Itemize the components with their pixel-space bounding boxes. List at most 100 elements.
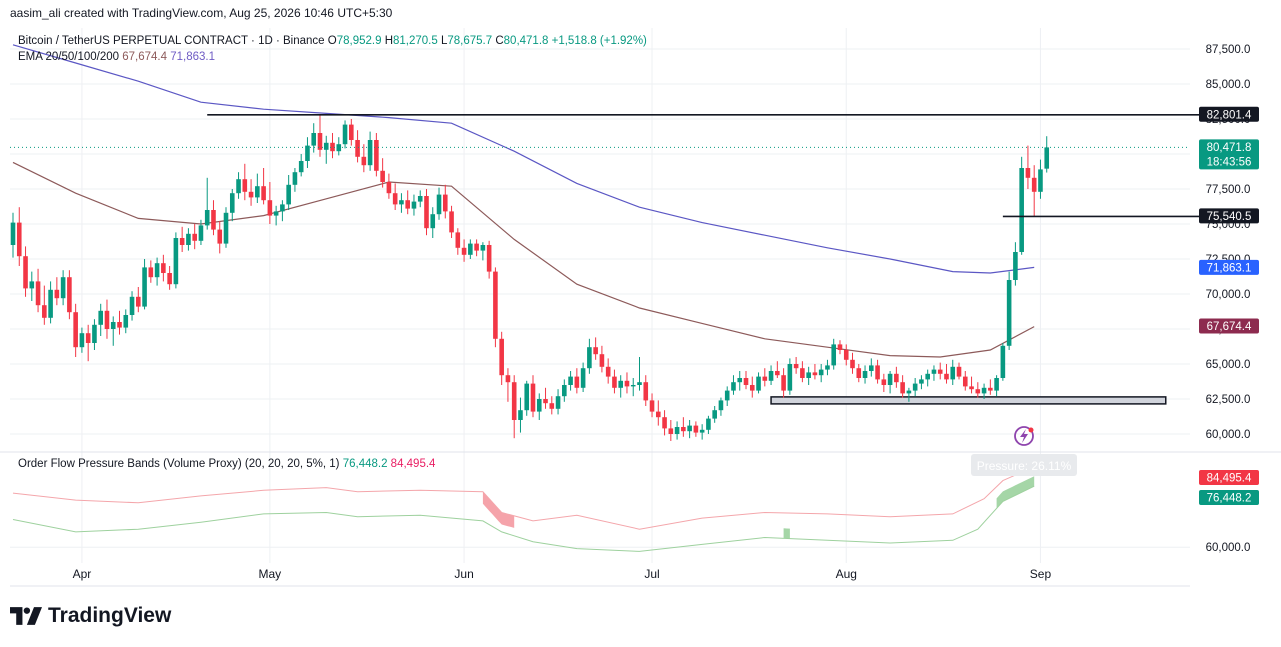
candle: [925, 369, 930, 387]
candle-body: [806, 372, 811, 378]
candle-body: [605, 366, 611, 377]
candle: [605, 358, 611, 384]
candle: [630, 378, 636, 397]
candle: [161, 254, 166, 282]
candle-body: [574, 376, 580, 388]
candle: [424, 189, 429, 236]
candle: [186, 228, 191, 251]
candle: [123, 309, 129, 334]
candle-body: [624, 380, 630, 387]
candle-body: [474, 243, 479, 251]
candle-body: [562, 385, 567, 397]
candle-body: [674, 427, 680, 434]
candle: [98, 303, 104, 336]
candle-body: [92, 324, 97, 343]
candle: [869, 358, 874, 377]
candle: [831, 338, 837, 370]
candle: [336, 137, 342, 156]
ema-label: EMA 20/50/100/200: [18, 51, 120, 63]
candle: [273, 205, 279, 226]
candle-body: [355, 140, 360, 157]
candle-body: [480, 245, 486, 251]
time-tick-label: Sep: [1030, 567, 1052, 581]
time-tick-label: Jun: [454, 567, 473, 581]
candle-body: [687, 425, 692, 432]
price-tick-label: 85,000.0: [1206, 79, 1251, 91]
candle-body: [800, 368, 805, 378]
candle-body: [894, 373, 899, 383]
candle-body: [555, 396, 561, 409]
candle: [881, 373, 887, 392]
candle-body: [900, 382, 905, 394]
candle-body: [793, 364, 799, 369]
candle-body: [248, 191, 254, 198]
price-label-bg: [1199, 106, 1259, 122]
pressure-label-bg: [1199, 490, 1259, 505]
candle-body: [298, 161, 304, 173]
candle-body: [543, 399, 548, 404]
candle-body: [261, 186, 266, 201]
candle: [562, 379, 567, 402]
candle-body: [229, 193, 235, 213]
candle: [417, 190, 423, 208]
candle-body: [1031, 177, 1037, 192]
candle-body: [825, 365, 830, 370]
price-tick-label: 60,000.0: [1206, 429, 1251, 441]
candle: [549, 396, 555, 415]
candle: [856, 364, 862, 383]
candle: [10, 212, 16, 258]
candle-body: [649, 400, 655, 412]
candle: [355, 130, 360, 163]
candle-body: [944, 373, 949, 380]
pressure-panel: [12, 466, 1035, 552]
candle-body: [912, 383, 918, 391]
countdown-text: 18:43:56: [1207, 156, 1252, 168]
candle-body: [925, 373, 930, 380]
candle-body: [42, 305, 47, 318]
indicator-title: Order Flow Pressure Bands (Volume Proxy)…: [18, 458, 340, 470]
ema-lines: [12, 44, 1035, 358]
candle-body: [104, 310, 110, 329]
candle: [305, 137, 310, 168]
candle: [217, 221, 223, 254]
candle-body: [323, 142, 329, 150]
candle: [117, 310, 122, 335]
candle: [474, 239, 479, 257]
candle: [267, 182, 273, 224]
candle-body: [186, 233, 191, 245]
candle-body: [1019, 168, 1024, 252]
candle: [455, 228, 461, 255]
candle: [812, 364, 818, 380]
candle-body: [775, 371, 780, 376]
candle: [894, 366, 899, 388]
candle-body: [211, 210, 216, 230]
time-tick-label: Apr: [73, 567, 92, 581]
candle: [919, 375, 924, 390]
pressure-upper-band: [12, 466, 1035, 530]
candle-body: [342, 124, 348, 145]
chart-area[interactable]: 60,000.062,500.065,000.067,500.070,000.0…: [0, 28, 1281, 588]
created-by-line: aasim_ali created with TradingView.com, …: [10, 6, 393, 20]
candle: [330, 133, 335, 159]
candle: [248, 179, 254, 206]
candle: [179, 226, 185, 252]
candle: [1006, 271, 1012, 350]
candle-body: [48, 289, 53, 318]
candle: [349, 119, 354, 146]
candle-body: [386, 182, 392, 194]
change-value: +1,518.8 (+1.92%): [551, 35, 647, 47]
candle: [286, 175, 291, 210]
candle-body: [217, 229, 223, 244]
ema-50-line: [12, 161, 1035, 358]
candle-body: [29, 281, 35, 289]
footer-brand[interactable]: TradingView: [10, 604, 171, 628]
price-label-badge: 80,471.8 18:43:56: [1199, 139, 1259, 170]
price-chart[interactable]: 60,000.062,500.065,000.067,500.070,000.0…: [0, 28, 1281, 588]
open-value: 78,952.9: [336, 35, 382, 47]
candle-body: [843, 350, 849, 360]
candle: [461, 239, 467, 262]
candle: [236, 172, 241, 199]
candle-body: [881, 379, 887, 385]
price-label-bg: [1199, 139, 1259, 170]
lightning-icon[interactable]: [1014, 426, 1034, 446]
